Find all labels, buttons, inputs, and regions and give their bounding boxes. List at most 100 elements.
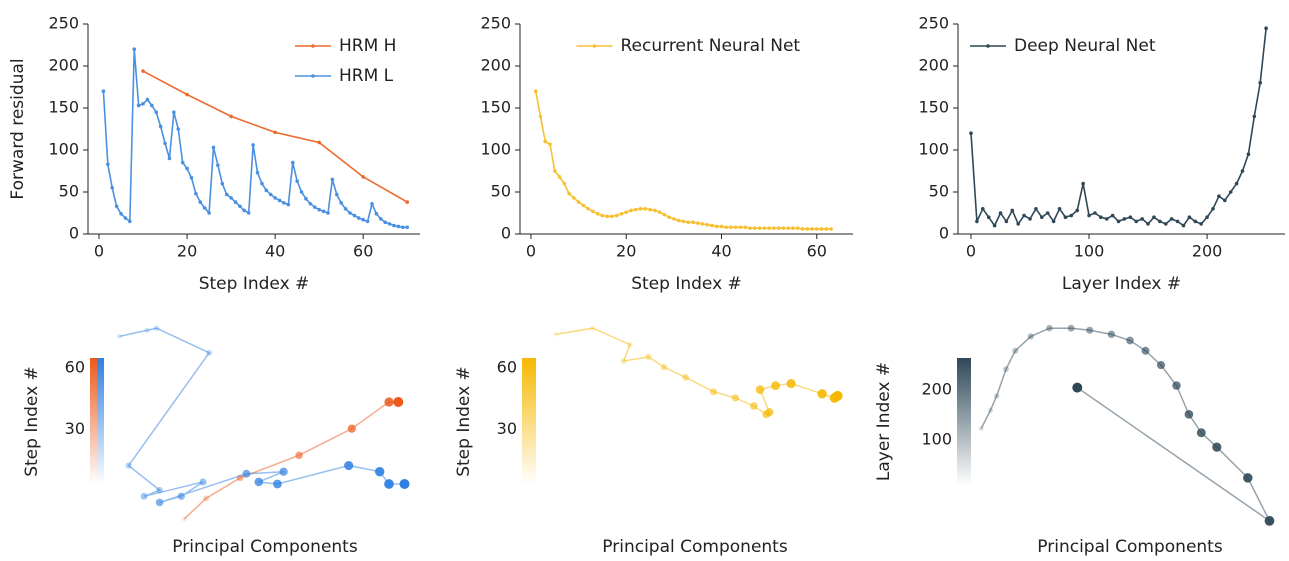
x-tick-label: 100 <box>1074 242 1105 261</box>
point <box>1146 222 1150 226</box>
y-tick-label: 200 <box>48 56 79 75</box>
point <box>595 212 600 216</box>
point <box>676 218 681 223</box>
point <box>731 394 739 402</box>
point <box>681 219 686 224</box>
point <box>553 331 558 337</box>
point <box>653 208 657 213</box>
point <box>206 349 213 356</box>
point <box>199 478 207 486</box>
point <box>750 402 758 410</box>
point <box>238 204 242 209</box>
point <box>1086 326 1094 334</box>
point <box>619 212 624 216</box>
point <box>194 191 198 196</box>
x-tick-label: 40 <box>265 242 285 261</box>
point <box>1193 219 1198 224</box>
point <box>158 124 163 129</box>
point <box>567 191 571 196</box>
point <box>557 175 562 179</box>
point <box>1234 181 1239 186</box>
series-line <box>142 70 408 203</box>
point <box>1003 366 1009 373</box>
x-axis-label: Principal Components <box>1037 537 1223 557</box>
point <box>695 221 700 225</box>
point <box>154 110 159 114</box>
point <box>562 181 567 186</box>
point <box>125 462 132 469</box>
y-tick-label: 0 <box>69 224 79 243</box>
point <box>819 227 824 231</box>
point <box>791 226 795 230</box>
y-tick-label: 200 <box>480 56 511 75</box>
point <box>533 89 538 93</box>
point <box>1104 217 1109 221</box>
colorbar-tick-label: 60 <box>497 358 517 377</box>
point <box>710 388 718 396</box>
point <box>405 225 410 230</box>
point <box>686 220 690 225</box>
point <box>312 205 317 209</box>
point <box>1212 442 1222 452</box>
point <box>334 192 339 197</box>
point <box>339 201 343 205</box>
point <box>600 213 605 218</box>
point <box>1243 473 1253 483</box>
series-line <box>970 28 1267 228</box>
point <box>1140 217 1144 221</box>
legend-marker <box>592 44 597 48</box>
point <box>986 215 991 219</box>
point <box>1027 333 1034 340</box>
point <box>572 196 576 200</box>
point <box>255 170 260 175</box>
point <box>1004 219 1009 224</box>
y-axis-label: Forward residual <box>8 58 28 199</box>
point <box>748 226 752 230</box>
point <box>1175 219 1180 224</box>
point <box>399 479 410 489</box>
point <box>273 196 277 200</box>
point <box>586 207 590 211</box>
point <box>627 341 633 348</box>
point <box>1187 215 1192 219</box>
series-line <box>534 91 832 230</box>
y-tick-label: 100 <box>918 140 949 159</box>
point <box>710 223 714 228</box>
point <box>299 190 304 194</box>
y-tick-label: 250 <box>48 14 79 33</box>
x-tick-label: 60 <box>353 242 373 261</box>
x-axis-label: Principal Components <box>602 537 788 557</box>
y-tick-label: 250 <box>918 14 949 33</box>
point <box>150 103 154 108</box>
point <box>1196 428 1206 438</box>
point <box>145 97 150 102</box>
point <box>1158 219 1162 224</box>
point <box>1252 114 1257 119</box>
point <box>295 179 299 183</box>
point <box>383 220 388 225</box>
point <box>1128 215 1133 219</box>
point <box>132 47 137 51</box>
point <box>347 424 356 433</box>
point <box>1010 208 1015 213</box>
point <box>304 196 308 201</box>
point <box>1099 215 1103 219</box>
point <box>1134 219 1139 224</box>
y-tick-label: 50 <box>929 182 949 201</box>
point <box>286 202 291 207</box>
point <box>1081 181 1085 186</box>
point <box>824 227 829 231</box>
point <box>1063 215 1068 219</box>
trajectory <box>183 401 399 520</box>
point <box>330 177 335 182</box>
point <box>700 222 705 226</box>
legend-marker <box>311 74 315 78</box>
point <box>1087 213 1091 218</box>
x-tick-label: 0 <box>966 242 976 261</box>
point <box>1122 217 1127 221</box>
point <box>643 207 648 211</box>
point <box>724 225 729 230</box>
point <box>177 492 185 500</box>
colorbar <box>97 358 104 485</box>
point <box>772 226 776 230</box>
